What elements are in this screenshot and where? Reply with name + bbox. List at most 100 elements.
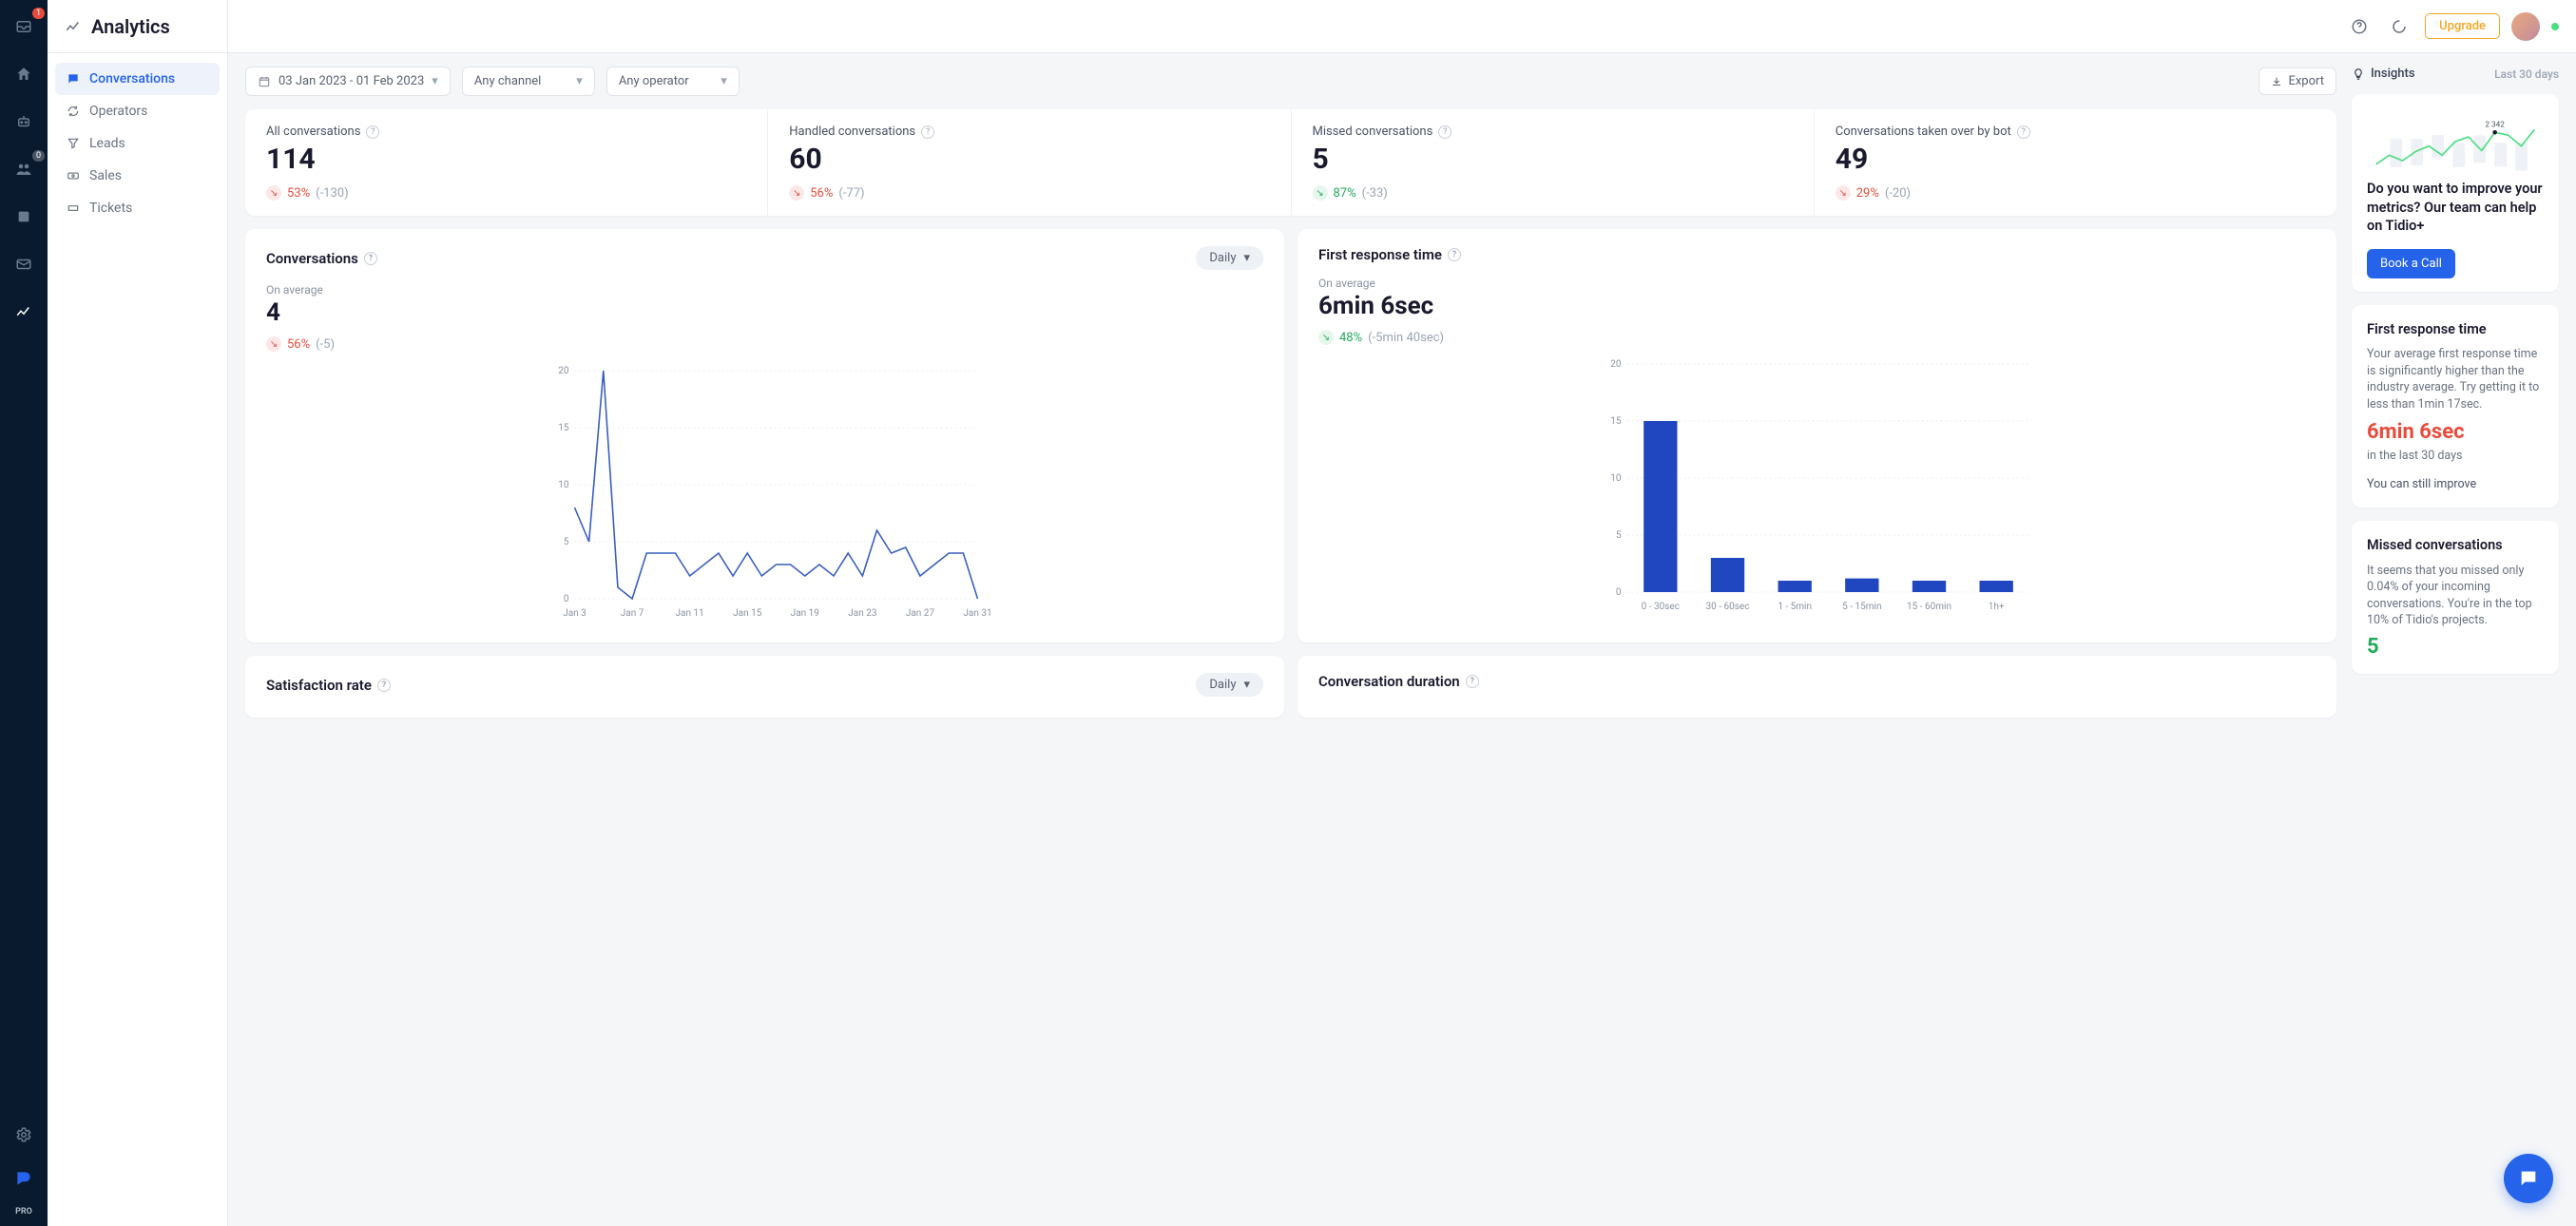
nav-sales[interactable]: Sales: [55, 160, 220, 192]
date-range-text: 03 Jan 2023 - 01 Feb 2023: [279, 74, 424, 88]
help-icon[interactable]: ?: [1466, 675, 1479, 688]
inbox-badge: 1: [32, 8, 45, 19]
date-range-select[interactable]: 03 Jan 2023 - 01 Feb 2023 ▾: [245, 67, 451, 96]
metric-value: 60: [789, 143, 1269, 176]
help-icon[interactable]: ?: [1438, 125, 1451, 139]
avg-label: On average: [1318, 277, 2316, 290]
home-icon[interactable]: [9, 59, 39, 89]
help-icon[interactable]: ?: [1448, 248, 1461, 261]
page-header: Analytics: [48, 0, 227, 53]
period-select[interactable]: Daily▾: [1196, 673, 1263, 697]
channel-select[interactable]: Any channel ▾: [462, 67, 595, 96]
help-icon[interactable]: ?: [364, 252, 377, 265]
contacts-icon[interactable]: 0: [9, 154, 39, 184]
svg-text:15: 15: [558, 423, 569, 433]
svg-text:1h+: 1h+: [1989, 602, 2005, 612]
funnel-icon: [67, 137, 80, 150]
chat-icon: [67, 72, 80, 86]
settings-icon[interactable]: [9, 1120, 39, 1150]
refresh-icon: [67, 105, 80, 118]
svg-text:10: 10: [558, 480, 569, 490]
chevron-down-icon: ▾: [1243, 678, 1250, 692]
promo-title: Do you want to improve your metrics? Our…: [2367, 180, 2544, 236]
svg-text:Jan 7: Jan 7: [621, 608, 644, 619]
insight-body: It seems that you missed only 0.04% of y…: [2367, 563, 2544, 629]
response-chart-card: First response time? On average 6min 6se…: [1298, 229, 2336, 642]
avg-value: 4: [266, 298, 1263, 327]
nav-leads[interactable]: Leads: [55, 127, 220, 160]
chevron-down-icon: ▾: [721, 74, 727, 88]
change-pct: 48%: [1339, 331, 1362, 345]
operator-text: Any operator: [619, 74, 689, 88]
help-icon[interactable]: ?: [2017, 125, 2030, 139]
operator-select[interactable]: Any operator ▾: [606, 67, 740, 96]
nav-label: Tickets: [89, 201, 132, 216]
nav-operators[interactable]: Operators: [55, 95, 220, 127]
insight-value: 6min 6sec: [2367, 420, 2544, 444]
avg-value: 6min 6sec: [1318, 292, 2316, 320]
export-button[interactable]: Export: [2259, 67, 2336, 95]
mail-icon[interactable]: [9, 249, 39, 279]
icon-sidebar: 1 0 PRO: [0, 0, 48, 1226]
bulb-icon: [2352, 67, 2365, 81]
card-icon[interactable]: [9, 201, 39, 232]
chevron-down-icon: ▾: [432, 74, 438, 88]
svg-text:0: 0: [1616, 587, 1622, 598]
analytics-icon[interactable]: [9, 297, 39, 327]
chevron-down-icon: ▾: [576, 74, 583, 88]
insight-foot: You can still improve: [2367, 476, 2544, 493]
book-call-button[interactable]: Book a Call: [2367, 249, 2455, 278]
svg-text:0: 0: [564, 594, 569, 604]
channel-text: Any channel: [474, 74, 541, 88]
svg-text:Jan 15: Jan 15: [733, 608, 762, 619]
change-abs: (-5min 40sec): [1368, 331, 1444, 345]
spark-card: 2 342 Do you want to improve your metric…: [2352, 94, 2559, 292]
filter-row: 03 Jan 2023 - 01 Feb 2023 ▾ Any channel …: [245, 67, 2336, 96]
metric-label: Handled conversations: [789, 125, 915, 139]
metric-pct: 56%: [810, 186, 833, 201]
inbox-icon[interactable]: 1: [9, 11, 39, 42]
metric-label: Missed conversations: [1313, 125, 1433, 139]
bot-icon[interactable]: [9, 106, 39, 137]
loading-icon[interactable]: [2385, 12, 2413, 41]
svg-text:Jan 3: Jan 3: [563, 608, 586, 619]
metric-abs: (-33): [1362, 186, 1388, 201]
metric-label: Conversations taken over by bot: [1836, 125, 2011, 139]
sub-sidebar: Analytics Conversations Operators Leads …: [48, 0, 228, 1226]
line-chart: 05101520Jan 3Jan 7Jan 11Jan 15Jan 19Jan …: [266, 365, 1263, 622]
svg-text:15 - 60min: 15 - 60min: [1907, 602, 1951, 612]
chart-title-text: First response time: [1318, 246, 1442, 263]
svg-text:1 - 5min: 1 - 5min: [1778, 602, 1812, 612]
nav-conversations[interactable]: Conversations: [55, 63, 220, 95]
svg-text:5: 5: [564, 537, 569, 547]
nav-label: Operators: [89, 104, 147, 119]
svg-text:20: 20: [558, 366, 569, 376]
top-header: Upgrade: [228, 0, 2576, 53]
help-icon[interactable]: ?: [366, 125, 379, 139]
help-icon[interactable]: ?: [377, 679, 391, 692]
svg-text:5 - 15min: 5 - 15min: [1842, 602, 1881, 612]
trend-up-icon: ↘: [1318, 330, 1334, 345]
period-select[interactable]: Daily▾: [1196, 246, 1263, 270]
cash-icon: [67, 169, 80, 182]
svg-text:Jan 19: Jan 19: [791, 608, 819, 619]
frt-insight-card: First response time Your average first r…: [2352, 305, 2559, 508]
svg-text:5: 5: [1616, 530, 1622, 541]
svg-text:0 - 30sec: 0 - 30sec: [1642, 602, 1680, 612]
chart-title-text: Conversations: [266, 250, 358, 267]
metric-pct: 29%: [1856, 186, 1879, 201]
metric-card: Missed conversations? 5 ↘ 87% (-33): [1292, 109, 1815, 216]
help-icon[interactable]: [2345, 12, 2374, 41]
svg-text:Jan 23: Jan 23: [848, 608, 876, 619]
nav-tickets[interactable]: Tickets: [55, 192, 220, 224]
help-icon[interactable]: ?: [921, 125, 934, 139]
svg-text:10: 10: [1610, 473, 1622, 484]
avatar[interactable]: [2511, 12, 2540, 41]
metric-card: All conversations? 114 ↘ 53% (-130): [245, 109, 768, 216]
tidio-logo-icon[interactable]: [9, 1163, 39, 1194]
chat-fab[interactable]: [2504, 1154, 2553, 1203]
svg-text:15: 15: [1610, 416, 1622, 427]
trend-icon: ↘: [266, 185, 281, 201]
chart-title-text: Satisfaction rate: [266, 677, 372, 694]
upgrade-button[interactable]: Upgrade: [2425, 13, 2500, 39]
